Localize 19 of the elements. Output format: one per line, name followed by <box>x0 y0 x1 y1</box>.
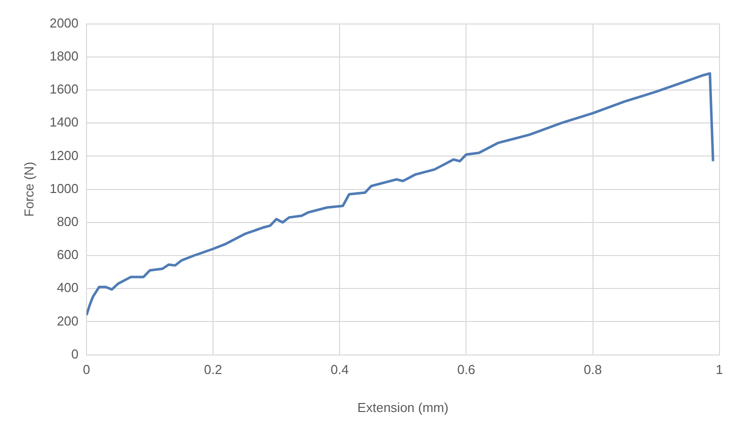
x-tick-label: 0.4 <box>330 362 349 378</box>
x-tick-label: 1 <box>716 362 723 378</box>
y-tick-label: 1400 <box>50 114 79 130</box>
y-tick-label: 800 <box>56 214 79 229</box>
y-tick-label: 200 <box>56 313 79 328</box>
y-tick-label: 0 <box>71 346 79 362</box>
x-axis-title: Extension (mm) <box>357 400 448 415</box>
y-tick-label: 600 <box>56 247 79 262</box>
y-tick-label: 1200 <box>50 148 79 163</box>
x-tick-label: 0 <box>82 362 90 378</box>
y-tick-label: 1800 <box>50 48 79 64</box>
y-axis-title: Force (N) <box>21 162 36 217</box>
y-tick-label: 1000 <box>50 180 79 196</box>
x-tick-label: 0.2 <box>204 362 222 378</box>
y-tick-label: 2000 <box>50 15 79 30</box>
x-tick-label: 0.6 <box>457 362 476 378</box>
y-tick-label: 1600 <box>50 82 79 97</box>
x-tick-label: 0.8 <box>584 362 602 378</box>
y-tick-label: 400 <box>56 280 79 296</box>
